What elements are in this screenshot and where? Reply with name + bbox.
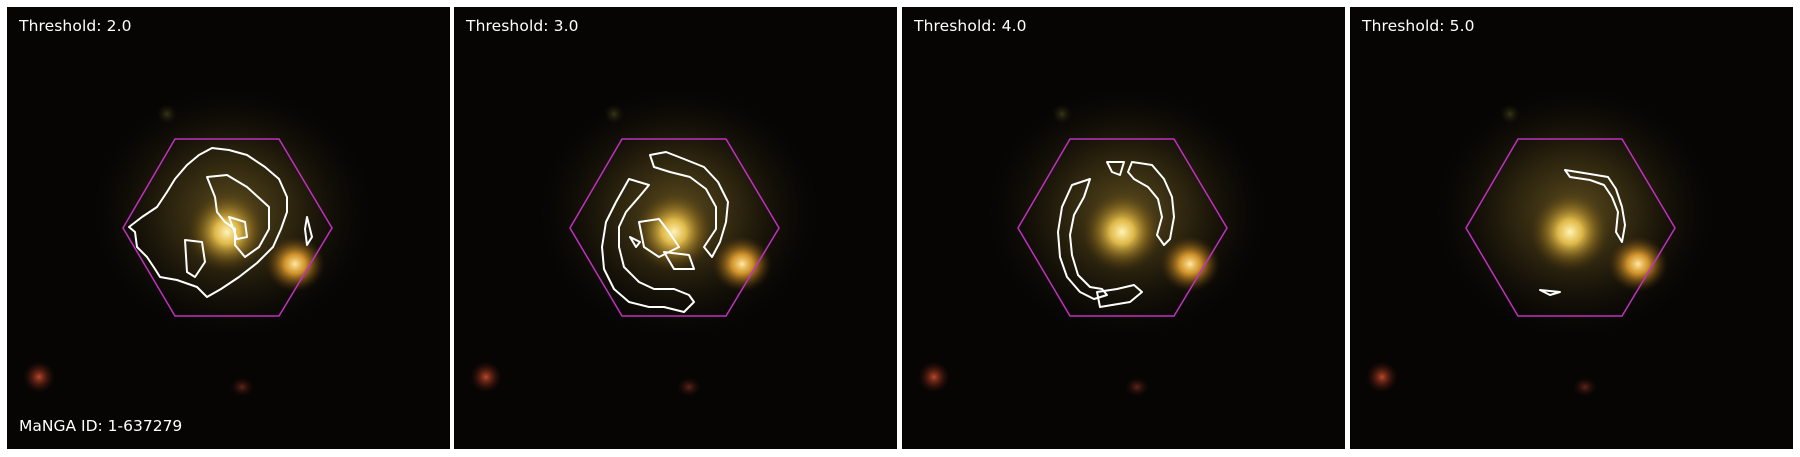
ifu-hexagon: [122, 138, 333, 317]
contour-outline: [601, 151, 729, 313]
galaxy-image: [454, 7, 897, 449]
ifu-hexagon: [1017, 138, 1228, 317]
panel-threshold-4: Threshold: 4.0: [902, 7, 1345, 449]
threshold-label: Threshold: 4.0: [914, 17, 1027, 35]
panel-threshold-2: Threshold: 2.0 MaNGA ID: 1-637279: [7, 7, 450, 449]
threshold-label: Threshold: 5.0: [1362, 17, 1475, 35]
threshold-label: Threshold: 2.0: [19, 17, 132, 35]
galaxy-image: [7, 7, 450, 449]
galaxy-image: [1350, 7, 1793, 449]
contour-outline: [1057, 161, 1175, 308]
ifu-hexagon: [569, 138, 780, 317]
threshold-label: Threshold: 3.0: [466, 17, 579, 35]
manga-id-label: MaNGA ID: 1-637279: [19, 417, 183, 435]
contour-outline: [128, 147, 313, 298]
galaxy-image: [902, 7, 1345, 449]
panel-threshold-5: Threshold: 5.0: [1350, 7, 1793, 449]
ifu-hexagon: [1465, 138, 1676, 317]
panel-threshold-3: Threshold: 3.0: [454, 7, 897, 449]
contour-outline: [1539, 169, 1626, 296]
